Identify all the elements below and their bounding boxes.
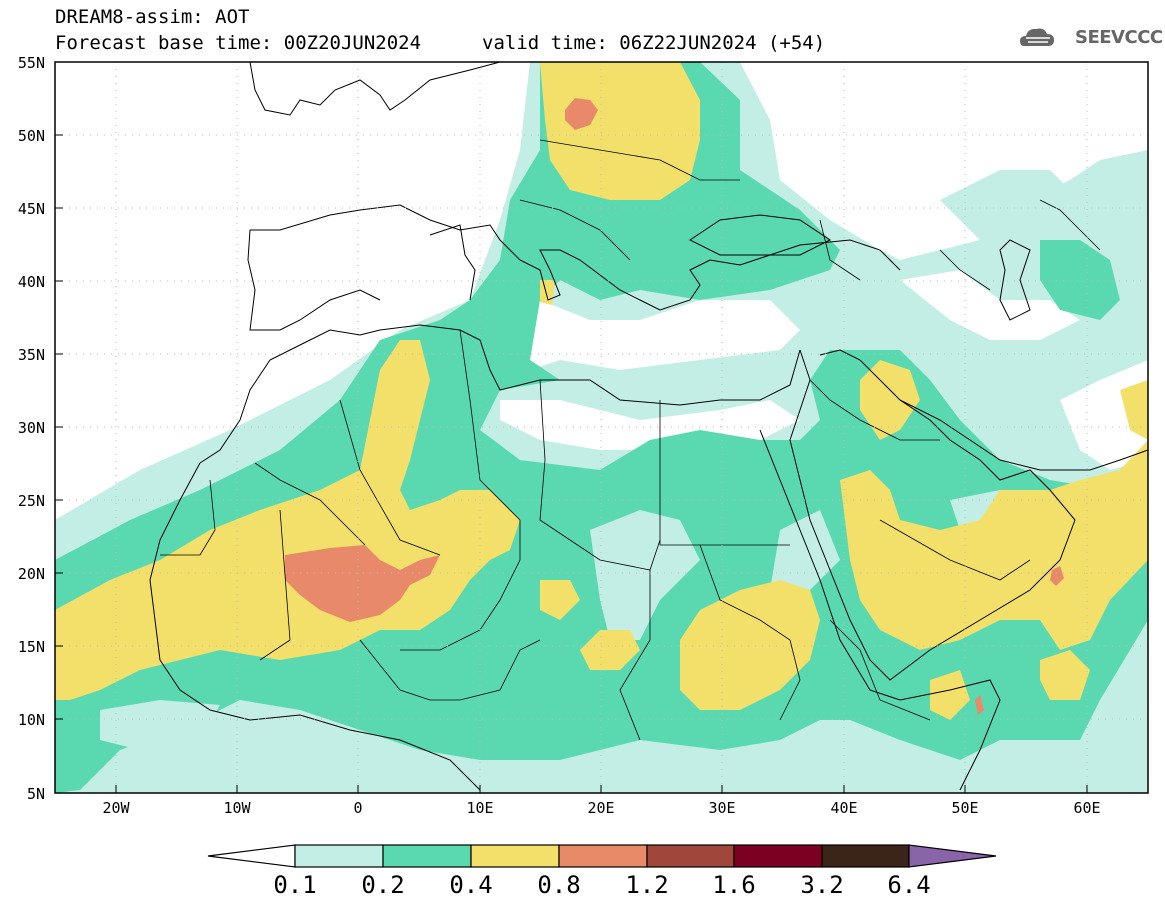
colorbar-swatch bbox=[558, 844, 648, 868]
aot-level-0.4 bbox=[55, 62, 1148, 720]
lat-label: 20N bbox=[18, 565, 45, 583]
colorbar-swatch bbox=[646, 844, 735, 868]
aot-level-0.8 bbox=[285, 98, 1064, 715]
seevccc-cloud-logo-icon bbox=[1020, 28, 1054, 46]
lon-label: 40E bbox=[830, 799, 857, 817]
lat-label: 35N bbox=[18, 346, 45, 364]
lat-label: 55N bbox=[18, 54, 45, 72]
aot-level-0.1-inner bbox=[100, 490, 1030, 780]
colorbar-label: 0.2 bbox=[361, 871, 404, 899]
colorbar-label: 0.4 bbox=[449, 871, 492, 899]
colorbar-over-triangle bbox=[908, 844, 997, 868]
valid-time: valid time: 06Z22JUN2024 (+54) bbox=[482, 32, 826, 54]
colorbar-label: 1.2 bbox=[625, 871, 668, 899]
lon-label: 0 bbox=[353, 799, 362, 817]
colorbar-label: 0.1 bbox=[273, 871, 316, 899]
lat-label: 50N bbox=[18, 127, 45, 145]
lon-label: 50E bbox=[951, 799, 978, 817]
colorbar-swatch bbox=[470, 844, 560, 868]
title-line-1: DREAM8-assim: AOT bbox=[55, 6, 250, 28]
lat-label: 30N bbox=[18, 419, 45, 437]
colorbar-label: 3.2 bbox=[800, 871, 843, 899]
colorbar-swatch bbox=[733, 844, 823, 868]
country-borders bbox=[160, 139, 1101, 741]
lat-label: 40N bbox=[18, 273, 45, 291]
colorbar-label: 0.8 bbox=[537, 871, 580, 899]
colorbar-swatch bbox=[294, 844, 384, 868]
colorbar-label: 6.4 bbox=[887, 871, 930, 899]
colorbar-label: 1.6 bbox=[712, 871, 755, 899]
colorbar-swatch bbox=[382, 844, 472, 868]
colorbar bbox=[207, 844, 997, 868]
latitude-labels: 55N 50N 45N 40N 35N 30N 25N 20N 15N 10N … bbox=[18, 54, 45, 803]
lon-label: 10W bbox=[223, 799, 251, 817]
longitude-labels: 20W 10W 0 10E 20E 30E 40E 50E 60E bbox=[102, 799, 1100, 817]
lat-label: 25N bbox=[18, 492, 45, 510]
lon-label: 30E bbox=[708, 799, 735, 817]
gridlines bbox=[55, 62, 1148, 793]
lat-label: 15N bbox=[18, 638, 45, 656]
lon-label: 10E bbox=[466, 799, 493, 817]
coastlines bbox=[149, 62, 1148, 791]
lon-label: 20W bbox=[102, 799, 130, 817]
lat-label: 10N bbox=[18, 711, 45, 729]
lat-label: 5N bbox=[27, 785, 45, 803]
colorbar-labels: 0.1 0.2 0.4 0.8 1.2 1.6 3.2 6.4 bbox=[273, 871, 930, 899]
lat-label: 45N bbox=[18, 200, 45, 218]
colorbar-under-triangle bbox=[207, 844, 296, 868]
colorbar-swatch bbox=[821, 844, 910, 868]
lon-label: 20E bbox=[587, 799, 614, 817]
forecast-base-time: Forecast base time: 00Z20JUN2024 bbox=[55, 32, 422, 54]
lon-label: 60E bbox=[1073, 799, 1100, 817]
tick-marks bbox=[55, 61, 1088, 793]
logo-text: SEEVCCC bbox=[1075, 27, 1163, 48]
